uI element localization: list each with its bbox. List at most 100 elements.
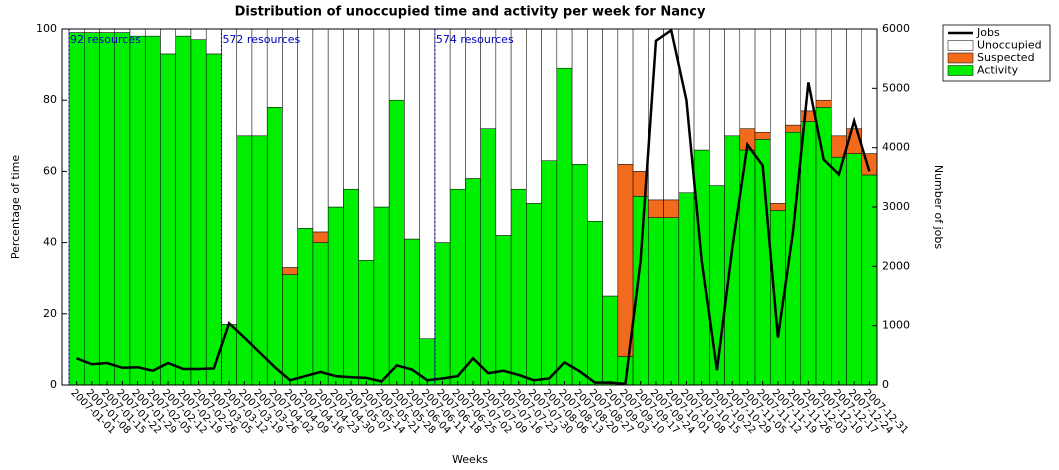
legend-label: Unoccupied	[977, 39, 1042, 52]
bar-segment	[129, 35, 146, 386]
bar-segment	[190, 39, 207, 386]
bar-segment	[205, 28, 222, 55]
bar-segment	[861, 28, 878, 154]
bar-segment	[221, 324, 237, 386]
bar-segment	[282, 267, 298, 275]
bar-segment	[648, 199, 664, 218]
legend-label: Jobs	[976, 26, 1000, 39]
bar-segment	[510, 28, 527, 190]
y-tick-label: 80	[43, 93, 57, 106]
bar-segment	[465, 28, 481, 179]
bar-segment	[160, 53, 176, 386]
bar-segment	[785, 28, 802, 126]
legend-swatch	[947, 40, 974, 51]
bar-segment	[449, 188, 466, 386]
bar-segment	[541, 160, 558, 386]
bar-segment	[815, 107, 832, 386]
bar-segment	[632, 196, 649, 386]
bar-segment	[68, 32, 85, 386]
bar-segment	[358, 28, 375, 261]
bar-segment	[144, 28, 161, 37]
bar-segment	[846, 28, 863, 129]
bar-segment	[495, 28, 512, 236]
y2-tick-label: 3000	[882, 200, 910, 213]
bar-segment	[724, 135, 741, 386]
bar-segment	[358, 260, 375, 386]
bar-segment	[404, 238, 420, 386]
bar-segment	[556, 28, 573, 69]
bar-segment	[846, 153, 863, 386]
bar-segment	[495, 235, 512, 386]
bar-segment	[602, 28, 619, 297]
x-axis-label: Weeks	[452, 453, 488, 466]
bar-segment	[587, 28, 603, 222]
bar-segment	[114, 32, 131, 386]
bar-segment	[175, 35, 192, 386]
y-tick-label: 60	[43, 164, 57, 177]
y-tick-label: 40	[43, 236, 57, 249]
bar-segment	[510, 188, 527, 386]
bar-segment	[190, 28, 207, 40]
bar-segment	[800, 28, 817, 112]
bar-segment	[419, 28, 436, 339]
bar-segment	[419, 338, 436, 386]
bar-segment	[236, 135, 253, 386]
bar-segment	[693, 28, 710, 151]
bar-segment	[770, 203, 786, 211]
bar-segment	[282, 28, 298, 268]
bar-segment	[831, 28, 847, 137]
bar-segment	[632, 28, 649, 172]
bar-segment	[571, 28, 588, 165]
legend-swatch	[947, 65, 974, 76]
y2-tick-label: 2000	[882, 259, 910, 272]
jobs-line	[76, 28, 871, 386]
bar-segment	[312, 28, 329, 233]
bar-segment	[205, 53, 222, 386]
bar-segment	[648, 217, 664, 386]
bar-segment	[144, 35, 161, 386]
bar-segment	[373, 206, 390, 386]
y-tick-label: 0	[50, 378, 57, 391]
bar-segment	[556, 67, 573, 386]
bar-segment	[526, 203, 542, 386]
bar-segment	[434, 242, 451, 386]
bar-segment	[678, 192, 695, 386]
bar-segment	[343, 188, 359, 386]
bar-segment	[815, 99, 832, 108]
bar-segment	[404, 28, 420, 240]
bar-segment	[297, 28, 314, 229]
bar-segment	[754, 131, 771, 140]
legend-label: Suspected	[977, 51, 1035, 64]
bar-segment	[83, 32, 100, 386]
bar-segment	[266, 107, 283, 386]
bar-segment	[373, 28, 390, 208]
y2-tick-label: 0	[882, 378, 889, 391]
bar-segment	[297, 228, 314, 386]
bar-segment	[739, 28, 756, 129]
bar-segment	[449, 28, 466, 190]
bar-segment	[465, 178, 481, 386]
y-tick-label: 100	[36, 22, 57, 35]
bar-segment	[831, 156, 847, 386]
bar-segment	[663, 199, 680, 218]
bar-segment	[663, 217, 680, 386]
bar-segment	[343, 28, 359, 190]
chart-title: Distribution of unoccupied time and acti…	[235, 5, 706, 20]
bar-segment	[800, 121, 817, 386]
bar-segment	[709, 28, 725, 186]
bar-segment	[434, 28, 451, 243]
bar-segment	[388, 28, 405, 101]
bar-segment	[541, 28, 558, 161]
y-axis-label: Percentage of time	[9, 155, 22, 260]
bar-segment	[861, 174, 878, 386]
y-tick-label: 20	[43, 307, 57, 320]
bar-segment	[709, 185, 725, 386]
bar-segment	[312, 231, 329, 243]
bar-segment	[617, 28, 634, 165]
bar-segment	[327, 28, 344, 208]
bar-segment	[480, 128, 497, 386]
bar-segment	[327, 206, 344, 386]
bar-segment	[160, 28, 176, 55]
bar-segment	[724, 28, 741, 137]
